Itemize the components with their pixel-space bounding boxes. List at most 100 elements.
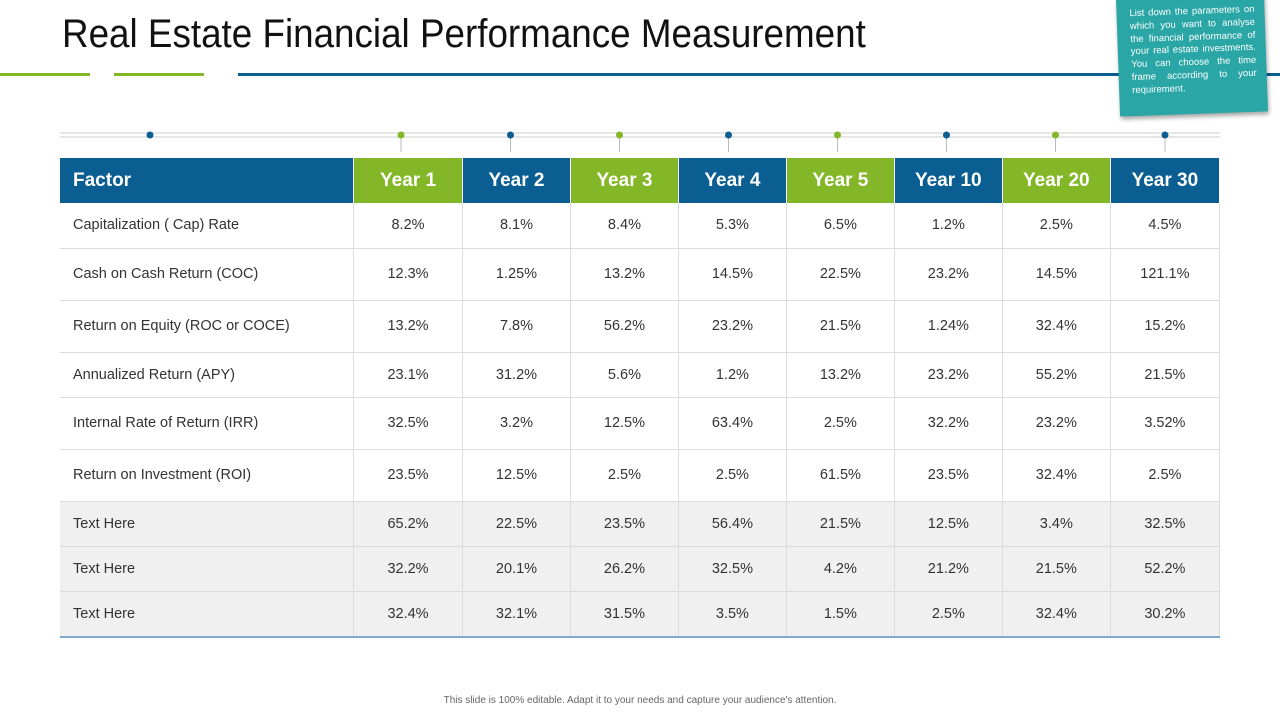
- cell: 56.2%: [570, 300, 679, 353]
- cell: 63.4%: [678, 397, 787, 450]
- timeline-dot: [1161, 131, 1169, 139]
- header-cell: Factor: [60, 158, 355, 203]
- table-row: Capitalization ( Cap) Rate 8.2% 8.1% 8.4% 5.…: [60, 203, 1221, 249]
- row-label: Return on Equity (ROC or COCE): [60, 300, 355, 353]
- cell: 3.4%: [1002, 501, 1111, 547]
- cell: 26.2%: [570, 546, 679, 592]
- timeline-dot: [725, 131, 732, 139]
- cell: 21.2%: [894, 546, 1003, 592]
- timeline: [60, 131, 1220, 152]
- cell: 4.5%: [1110, 203, 1221, 249]
- cell: 31.2%: [462, 352, 571, 398]
- header-cell: Year 4: [678, 158, 787, 203]
- cell: 13.2%: [353, 300, 463, 353]
- title-rule: [0, 73, 90, 76]
- cell: 2.5%: [570, 449, 679, 502]
- cell: 32.4%: [1002, 300, 1111, 353]
- title-rule: [238, 73, 1280, 76]
- cell: 32.2%: [894, 397, 1003, 450]
- timeline-dot: [507, 131, 514, 139]
- cell: 21.5%: [786, 501, 895, 547]
- cell: 13.2%: [570, 248, 679, 301]
- row-label: Internal Rate of Return (IRR): [60, 397, 355, 450]
- cell: 23.2%: [678, 300, 787, 353]
- cell: 32.5%: [678, 546, 787, 592]
- cell: 22.5%: [462, 501, 571, 547]
- table-row: Cash on Cash Return (COC) 12.3% 1.25% 13.2%…: [60, 248, 1221, 301]
- row-label: Capitalization ( Cap) Rate: [60, 203, 355, 249]
- row-label: Return on Investment (ROI): [60, 449, 355, 502]
- cell: 4.2%: [786, 546, 895, 592]
- cell: 3.5%: [678, 591, 787, 638]
- row-label: Cash on Cash Return (COC): [60, 248, 355, 301]
- cell: 1.2%: [894, 203, 1003, 249]
- row-label: Text Here: [60, 591, 355, 638]
- cell: 14.5%: [678, 248, 787, 301]
- cell: 12.5%: [894, 501, 1003, 547]
- header-cell: Year 30: [1110, 158, 1221, 203]
- header-cell: Year 2: [462, 158, 571, 203]
- timeline-dot: [1052, 131, 1059, 139]
- cell: 8.1%: [462, 203, 571, 249]
- cell: 23.5%: [894, 449, 1003, 502]
- row-label: Text Here: [60, 546, 355, 592]
- cell: 15.2%: [1110, 300, 1221, 353]
- table-row: Text Here 32.4% 32.1% 31.5% 3.5% 1.5% 2.5% 32.4…: [60, 591, 1221, 638]
- cell: 7.8%: [462, 300, 571, 353]
- header-cell: Year 20: [1002, 158, 1111, 203]
- cell: 30.2%: [1110, 591, 1221, 638]
- table-row: Return on Investment (ROI) 23.5% 12.5% 2.5%…: [60, 449, 1221, 502]
- cell: 52.2%: [1110, 546, 1221, 592]
- cell: 2.5%: [894, 591, 1003, 638]
- timeline-dot: [834, 131, 841, 139]
- cell: 21.5%: [786, 300, 895, 353]
- cell: 32.5%: [353, 397, 463, 450]
- cell: 3.52%: [1110, 397, 1221, 450]
- cell: 32.1%: [462, 591, 571, 638]
- cell: 21.5%: [1002, 546, 1111, 592]
- cell: 1.2%: [678, 352, 787, 398]
- cell: 23.2%: [894, 352, 1003, 398]
- header-cell: Year 3: [570, 158, 679, 203]
- cell: 5.3%: [678, 203, 787, 249]
- row-label: Text Here: [60, 501, 355, 547]
- cell: 5.6%: [570, 352, 679, 398]
- timeline-dot: [616, 131, 623, 139]
- cell: 2.5%: [786, 397, 895, 450]
- title-rule: [114, 73, 204, 76]
- cell: 2.5%: [1110, 449, 1221, 502]
- cell: 23.5%: [570, 501, 679, 547]
- cell: 1.25%: [462, 248, 571, 301]
- table-row: Text Here 65.2% 22.5% 23.5% 56.4% 21.5% 12.5% 3…: [60, 501, 1221, 547]
- header-cell: Year 1: [353, 158, 463, 203]
- cell: 8.2%: [353, 203, 463, 249]
- cell: 2.5%: [678, 449, 787, 502]
- cell: 8.4%: [570, 203, 679, 249]
- header-cell: Year 10: [894, 158, 1003, 203]
- cell: 12.5%: [570, 397, 679, 450]
- timeline-dot: [397, 131, 405, 139]
- title: Real Estate Financial Performance Measur…: [62, 12, 866, 56]
- cell: 55.2%: [1002, 352, 1111, 398]
- cell: 23.2%: [894, 248, 1003, 301]
- cell: 31.5%: [570, 591, 679, 638]
- cell: 32.4%: [353, 591, 463, 638]
- cell: 56.4%: [678, 501, 787, 547]
- cell: 1.24%: [894, 300, 1003, 353]
- cell: 20.1%: [462, 546, 571, 592]
- cell: 12.3%: [353, 248, 463, 301]
- row-label: Annualized Return (APY): [60, 352, 355, 398]
- table-row: Return on Equity (ROC or COCE) 13.2% 7.8% 5…: [60, 300, 1221, 353]
- header-cell: Year 5: [786, 158, 895, 203]
- cell: 23.5%: [353, 449, 463, 502]
- cell: 2.5%: [1002, 203, 1111, 249]
- cell: 23.1%: [353, 352, 463, 398]
- cell: 23.2%: [1002, 397, 1111, 450]
- cell: 22.5%: [786, 248, 895, 301]
- cell: 21.5%: [1110, 352, 1221, 398]
- cell: 32.2%: [353, 546, 463, 592]
- table-row: Annualized Return (APY) 23.1% 31.2% 5.6% 1.2…: [60, 352, 1221, 398]
- cell: 32.4%: [1002, 449, 1111, 502]
- cell: 32.4%: [1002, 591, 1111, 638]
